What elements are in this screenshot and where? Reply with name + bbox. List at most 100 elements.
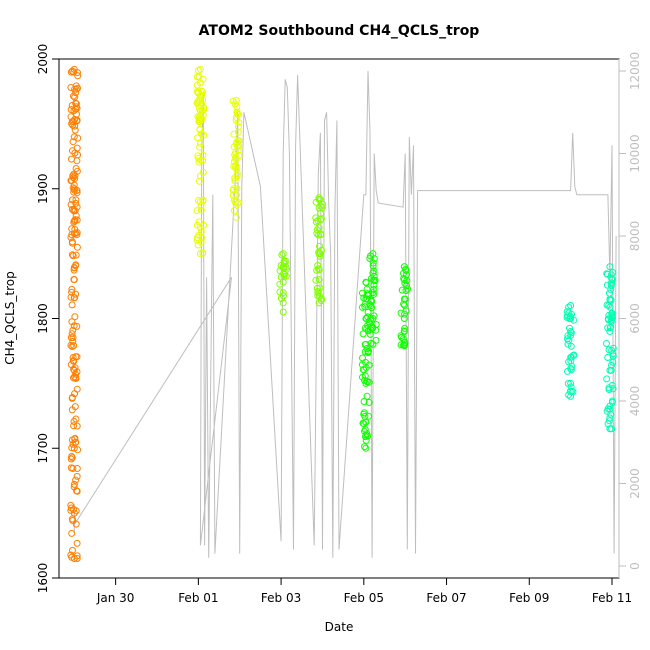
data-point bbox=[401, 301, 408, 309]
data-point bbox=[73, 243, 81, 251]
data-point bbox=[68, 288, 76, 296]
data-point bbox=[365, 399, 373, 406]
data-point bbox=[316, 250, 324, 258]
data-point bbox=[235, 118, 243, 126]
y-tick-label: 1600 bbox=[36, 563, 50, 594]
data-point bbox=[67, 334, 75, 342]
data-point bbox=[73, 422, 81, 430]
data-point bbox=[312, 218, 320, 226]
data-point bbox=[363, 392, 371, 400]
data-point bbox=[279, 299, 287, 307]
data-point bbox=[315, 224, 323, 232]
data-point bbox=[570, 316, 578, 324]
data-point bbox=[606, 425, 614, 433]
data-point bbox=[73, 187, 81, 194]
data-point bbox=[362, 444, 370, 452]
data-point bbox=[73, 110, 80, 118]
data-point bbox=[397, 341, 405, 349]
data-point bbox=[68, 529, 76, 537]
data-point bbox=[234, 123, 242, 131]
data-point bbox=[73, 189, 81, 197]
data-point bbox=[608, 397, 616, 405]
data-point bbox=[315, 276, 323, 284]
x-tick-label: Feb 07 bbox=[426, 591, 466, 605]
y-tick-label: 2000 bbox=[36, 44, 50, 75]
data-point bbox=[372, 326, 380, 334]
data-point bbox=[372, 336, 380, 344]
data-point bbox=[198, 91, 205, 99]
data-point bbox=[317, 231, 325, 239]
y2-tick-label: 6000 bbox=[628, 303, 642, 334]
data-point bbox=[605, 289, 613, 297]
data-point bbox=[193, 207, 201, 215]
data-point bbox=[68, 553, 76, 561]
data-point bbox=[70, 422, 78, 430]
data-point bbox=[68, 394, 76, 401]
data-point bbox=[73, 203, 81, 211]
data-point bbox=[397, 309, 405, 317]
data-point bbox=[195, 177, 203, 185]
x-tick-label: Feb 03 bbox=[261, 591, 301, 605]
data-point bbox=[197, 114, 205, 122]
data-point bbox=[68, 454, 76, 462]
data-point bbox=[604, 405, 612, 413]
data-point bbox=[195, 114, 203, 122]
data-point bbox=[235, 152, 243, 160]
data-point bbox=[70, 188, 78, 196]
data-point bbox=[69, 337, 77, 345]
series-3 bbox=[276, 194, 327, 316]
data-point bbox=[196, 143, 204, 151]
y2-tick-label: 8000 bbox=[628, 221, 642, 252]
x-tick-label: Feb 05 bbox=[344, 591, 384, 605]
data-point bbox=[603, 375, 611, 383]
data-point bbox=[233, 139, 241, 147]
y-axis-label: CH4_QCLS_trop bbox=[3, 271, 17, 365]
data-point bbox=[200, 131, 208, 139]
data-point bbox=[70, 480, 78, 488]
y2-tick-label: 0 bbox=[628, 562, 642, 570]
data-point bbox=[68, 120, 76, 128]
data-point bbox=[230, 185, 238, 193]
data-point bbox=[69, 138, 77, 146]
data-point bbox=[198, 87, 206, 95]
data-point bbox=[362, 279, 370, 287]
data-point bbox=[73, 385, 81, 393]
data-point bbox=[71, 149, 79, 157]
data-point bbox=[232, 97, 240, 104]
data-point bbox=[564, 367, 571, 375]
data-point bbox=[73, 465, 81, 472]
data-point bbox=[69, 354, 77, 361]
data-point bbox=[607, 323, 615, 331]
data-point bbox=[70, 418, 78, 425]
data-point bbox=[315, 195, 323, 203]
y-tick-label: 1700 bbox=[36, 433, 50, 464]
data-point bbox=[68, 453, 76, 460]
series-1 bbox=[67, 65, 82, 562]
data-point bbox=[402, 287, 410, 295]
data-point bbox=[316, 242, 323, 250]
data-point bbox=[277, 273, 285, 281]
data-point bbox=[402, 267, 410, 274]
data-point bbox=[67, 455, 75, 463]
data-point bbox=[569, 388, 577, 396]
data-point bbox=[606, 263, 614, 271]
data-point bbox=[567, 353, 575, 361]
data-point bbox=[280, 273, 288, 281]
data-point bbox=[67, 68, 75, 76]
data-point bbox=[71, 85, 79, 93]
data-point bbox=[230, 158, 238, 166]
data-point bbox=[68, 318, 76, 326]
data-point bbox=[606, 328, 614, 335]
data-point bbox=[565, 391, 573, 399]
data-point bbox=[68, 177, 76, 184]
data-point bbox=[400, 327, 408, 335]
altitude-trace bbox=[73, 70, 617, 558]
data-point bbox=[280, 257, 288, 265]
data-point bbox=[68, 238, 76, 246]
data-point bbox=[73, 353, 81, 361]
data-point bbox=[70, 68, 78, 76]
data-point bbox=[199, 157, 207, 165]
data-point bbox=[566, 387, 574, 395]
data-point bbox=[67, 341, 75, 349]
data-point bbox=[195, 118, 203, 125]
